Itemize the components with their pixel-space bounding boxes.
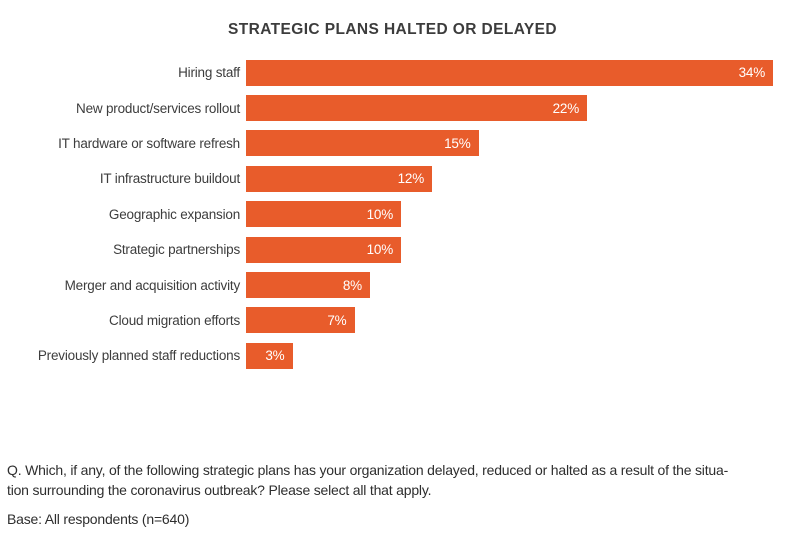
- bar-value-label: 12%: [397, 171, 425, 187]
- category-label: IT hardware or software refresh: [58, 135, 240, 151]
- bar: 7%: [246, 307, 355, 334]
- bar-track: 22%: [246, 95, 785, 122]
- bar-value-label: 22%: [552, 100, 580, 116]
- chart-title: STRATEGIC PLANS HALTED OR DELAYED: [228, 21, 557, 38]
- bar-row: Merger and acquisition activity 8%: [0, 267, 785, 302]
- bar: 22%: [246, 95, 587, 122]
- survey-question-line-1: Q. Which, if any, of the following strat…: [7, 462, 729, 478]
- bar-value-label: 8%: [342, 277, 362, 293]
- bar: 3%: [246, 342, 293, 369]
- category-label: Previously planned staff reductions: [37, 348, 240, 364]
- bar-track: 34%: [246, 59, 785, 86]
- bar-track: 10%: [246, 236, 785, 263]
- category-label: Merger and acquisition activity: [64, 277, 241, 293]
- bar-row: Geographic expansion 10%: [0, 197, 785, 232]
- bar-value-label: 10%: [366, 206, 394, 222]
- category-label: Hiring staff: [178, 65, 240, 81]
- bar: 10%: [246, 236, 401, 263]
- base-note: Base: All respondents (n=640): [7, 511, 190, 527]
- survey-question-line-2: tion surrounding the coronavirus outbrea…: [7, 482, 432, 498]
- bar-row: IT infrastructure buildout 12%: [0, 161, 785, 196]
- bar-track: 8%: [246, 272, 785, 299]
- bar: 10%: [246, 201, 401, 228]
- bar-row: Strategic partnerships 10%: [0, 232, 785, 267]
- category-label: Geographic expansion: [108, 206, 240, 222]
- bar-chart: Hiring staff 34% New product/services roll…: [0, 55, 785, 374]
- bar-track: 7%: [246, 307, 785, 334]
- category-label: IT infrastructure buildout: [99, 171, 240, 187]
- bar-value-label: 10%: [366, 242, 394, 258]
- footnote: Q. Which, if any, of the following strat…: [7, 460, 782, 527]
- bar: 8%: [246, 272, 370, 299]
- bar: 12%: [246, 165, 432, 192]
- category-label: New product/services rollout: [76, 100, 240, 116]
- bar-track: 15%: [246, 130, 785, 157]
- bar-row: IT hardware or software refresh 15%: [0, 126, 785, 161]
- bar-row: Cloud migration efforts 7%: [0, 303, 785, 338]
- bar-track: 3%: [246, 342, 785, 369]
- bar-value-label: 7%: [327, 312, 347, 328]
- bar-row: Previously planned staff reductions 3%: [0, 338, 785, 373]
- bar-value-label: 3%: [265, 348, 285, 364]
- bar-track: 12%: [246, 165, 785, 192]
- bar: 15%: [246, 130, 479, 157]
- bar: 34%: [246, 59, 773, 86]
- bar-value-label: 15%: [444, 135, 471, 151]
- bar-row: Hiring staff 34%: [0, 55, 785, 90]
- bar-track: 10%: [246, 201, 785, 228]
- bar-value-label: 34%: [738, 65, 766, 81]
- bar-row: New product/services rollout 22%: [0, 90, 785, 125]
- category-label: Cloud migration efforts: [109, 312, 240, 328]
- category-label: Strategic partnerships: [113, 242, 240, 258]
